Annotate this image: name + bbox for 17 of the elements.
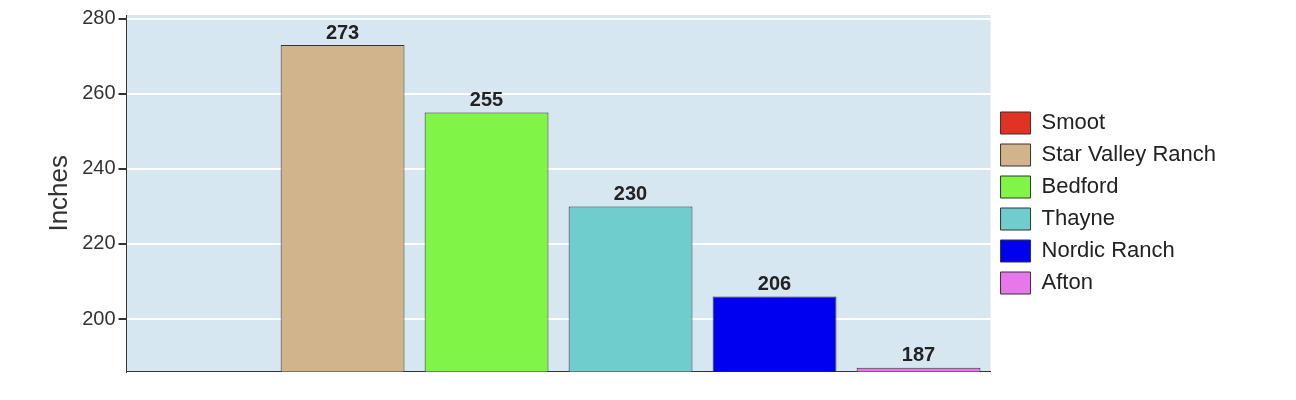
legend-label: Bedford <box>1041 173 1119 199</box>
y-tick-label: 260 <box>82 81 116 104</box>
legend-label: Smoot <box>1041 109 1106 135</box>
data-label: 230 <box>613 181 648 204</box>
y-tick-label: 220 <box>82 231 116 254</box>
y-axis-title: Inches <box>42 155 73 232</box>
data-label: 255 <box>469 88 504 111</box>
data-label: 206 <box>757 272 792 295</box>
legend-label: Thayne <box>1041 205 1115 231</box>
data-label: 273 <box>325 20 360 43</box>
y-tick-label: 280 <box>82 6 116 29</box>
legend-label: Nordic Ranch <box>1041 237 1175 263</box>
y-tick-label: 240 <box>82 156 116 179</box>
data-label: 187 <box>901 343 936 366</box>
y-tick-label: 200 <box>82 306 116 329</box>
legend-label: Star Valley Ranch <box>1041 141 1216 167</box>
legend-label: Afton <box>1041 269 1093 295</box>
